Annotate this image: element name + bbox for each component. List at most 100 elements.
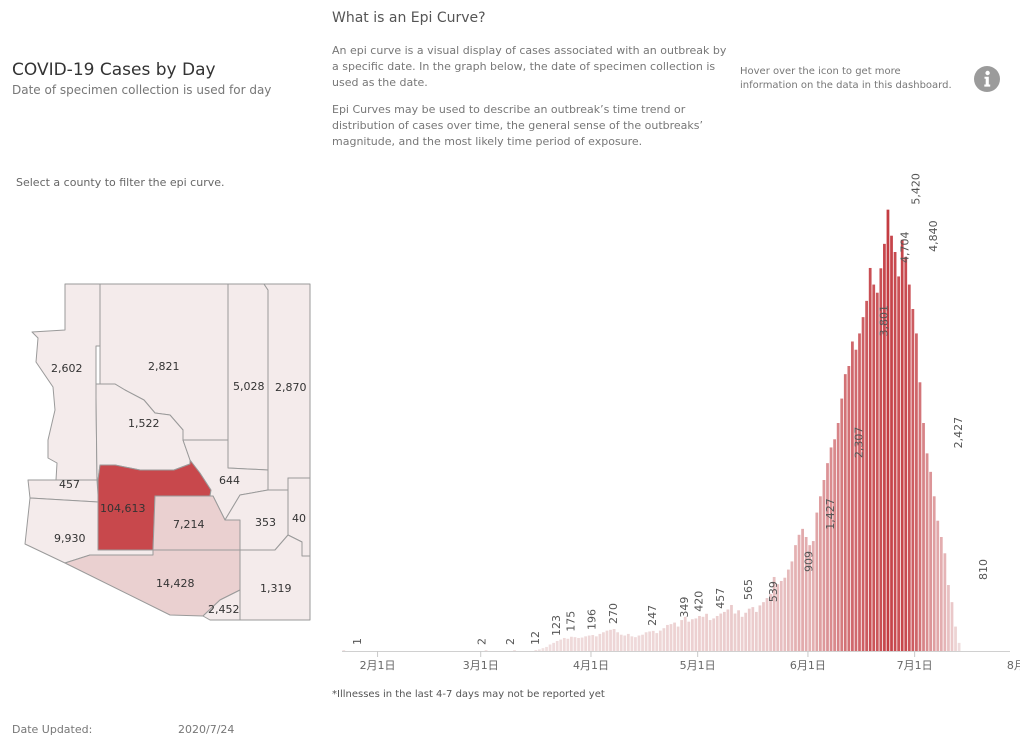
epi-bar[interactable] — [552, 642, 556, 651]
epi-bar[interactable] — [534, 650, 538, 651]
epi-bar[interactable] — [854, 349, 858, 651]
epi-bar[interactable] — [843, 374, 847, 651]
epi-bar[interactable] — [587, 635, 591, 651]
epi-bar[interactable] — [648, 631, 652, 651]
epi-bar[interactable] — [612, 629, 616, 651]
epi-bar[interactable] — [833, 439, 836, 651]
epi-bar[interactable] — [676, 626, 680, 651]
epi-bar[interactable] — [584, 636, 588, 651]
epi-bar[interactable] — [907, 284, 911, 651]
epi-bar[interactable] — [819, 496, 822, 651]
county-cochise[interactable] — [239, 534, 311, 621]
epi-bar[interactable] — [513, 650, 516, 651]
epi-bar[interactable] — [939, 537, 943, 651]
epi-bar[interactable] — [808, 545, 812, 651]
epi-bar[interactable] — [541, 648, 545, 651]
epi-bar[interactable] — [811, 541, 815, 651]
epi-bar[interactable] — [747, 608, 751, 651]
epi-bar[interactable] — [545, 646, 548, 651]
epi-bar[interactable] — [722, 611, 726, 651]
epi-bar[interactable] — [580, 637, 584, 651]
epi-bar[interactable] — [758, 605, 762, 651]
epi-bar[interactable] — [943, 553, 947, 651]
epi-bar[interactable] — [858, 333, 861, 651]
epi-bar[interactable] — [637, 635, 641, 651]
epi-bar[interactable] — [726, 609, 730, 651]
epi-bar[interactable] — [790, 561, 794, 651]
epi-bar[interactable] — [922, 423, 925, 651]
epi-bar[interactable] — [772, 576, 776, 651]
epi-bar[interactable] — [605, 630, 609, 651]
epi-bar[interactable] — [801, 528, 804, 651]
epi-bar[interactable] — [840, 398, 844, 651]
epi-bar[interactable] — [847, 366, 851, 651]
epi-bar[interactable] — [904, 256, 908, 651]
epi-bar[interactable] — [915, 333, 918, 651]
epi-bar[interactable] — [570, 636, 573, 651]
epi-bar[interactable] — [673, 622, 676, 651]
epi-bar[interactable] — [484, 650, 488, 651]
epi-bar[interactable] — [826, 463, 829, 651]
epi-bar[interactable] — [712, 618, 716, 651]
epi-bar[interactable] — [804, 537, 808, 651]
epi-bar[interactable] — [651, 630, 655, 651]
epi-bar[interactable] — [954, 626, 957, 651]
epi-bar[interactable] — [776, 584, 780, 651]
epi-bar[interactable] — [641, 634, 644, 651]
epi-bar[interactable] — [957, 642, 961, 651]
epi-bar[interactable] — [918, 382, 922, 651]
epi-bar[interactable] — [890, 235, 893, 651]
epi-bar[interactable] — [868, 267, 872, 651]
epi-bar[interactable] — [794, 545, 797, 651]
epi-bar[interactable] — [708, 620, 712, 651]
epi-bar[interactable] — [623, 635, 627, 651]
epi-bar[interactable] — [883, 243, 886, 652]
epi-bar[interactable] — [932, 496, 936, 651]
epi-bar[interactable] — [783, 577, 787, 651]
epi-bar[interactable] — [715, 615, 719, 651]
epi-bar[interactable] — [669, 624, 673, 651]
epi-bar[interactable] — [690, 619, 694, 651]
epi-bar[interactable] — [786, 569, 790, 651]
epi-bar[interactable] — [875, 292, 879, 651]
epi-bar[interactable] — [929, 471, 933, 651]
epi-bar[interactable] — [342, 650, 346, 651]
epi-bar[interactable] — [925, 453, 929, 651]
epi-bar[interactable] — [577, 637, 580, 651]
epi-bar[interactable] — [562, 637, 566, 651]
epi-bar[interactable] — [698, 615, 701, 651]
epi-bar[interactable] — [879, 268, 883, 651]
epi-bar[interactable] — [594, 636, 598, 651]
epi-bar[interactable] — [836, 423, 840, 651]
epi-bar[interactable] — [719, 613, 723, 651]
epi-bar[interactable] — [950, 602, 954, 651]
epi-bar[interactable] — [872, 284, 876, 651]
epi-bar[interactable] — [591, 635, 595, 651]
epi-bar[interactable] — [548, 644, 552, 651]
epi-bar[interactable] — [900, 239, 904, 651]
epi-bar[interactable] — [779, 580, 783, 651]
epi-bar[interactable] — [822, 480, 826, 651]
epi-bar[interactable] — [765, 598, 769, 651]
epi-bar[interactable] — [893, 252, 897, 651]
epi-bar[interactable] — [683, 616, 687, 651]
epi-bar[interactable] — [680, 620, 684, 651]
epi-bar[interactable] — [662, 628, 666, 651]
epi-bar[interactable] — [630, 636, 634, 651]
epi-bar[interactable] — [762, 602, 765, 651]
epi-bar[interactable] — [851, 341, 854, 651]
epi-bar[interactable] — [815, 512, 819, 651]
epi-bar[interactable] — [687, 621, 691, 651]
county-navajo[interactable] — [227, 283, 269, 471]
epi-bar[interactable] — [644, 632, 648, 651]
epi-bar[interactable] — [936, 520, 940, 651]
epi-bar[interactable] — [730, 604, 733, 651]
epi-bar[interactable] — [573, 637, 577, 651]
epi-bar[interactable] — [634, 637, 637, 651]
epi-bar[interactable] — [797, 534, 801, 651]
epi-bar[interactable] — [598, 633, 602, 651]
epi-bar[interactable] — [829, 447, 833, 651]
epi-bar[interactable] — [733, 613, 737, 651]
info-circle-icon[interactable] — [973, 65, 1001, 93]
epi-bar[interactable] — [609, 629, 612, 651]
